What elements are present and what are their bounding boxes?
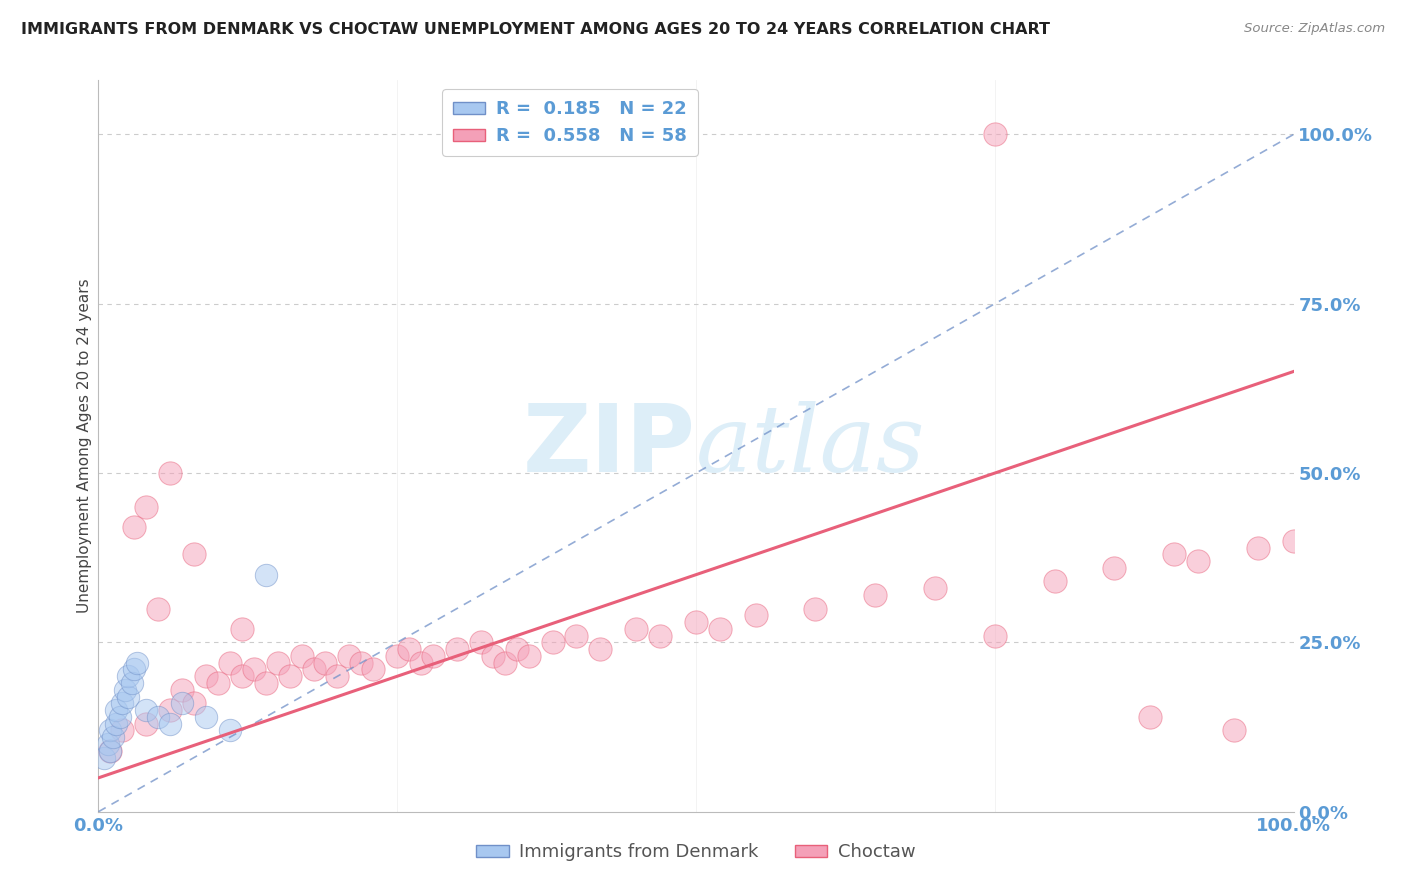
Point: [117, 669, 139, 683]
Point: [745, 608, 768, 623]
Point: [148, 601, 170, 615]
Point: [1163, 547, 1185, 561]
Point: [302, 663, 325, 677]
Point: [93, 750, 115, 764]
Point: [195, 669, 218, 683]
Point: [183, 697, 205, 711]
Point: [111, 697, 134, 711]
Point: [446, 642, 468, 657]
Point: [231, 622, 253, 636]
Point: [195, 710, 218, 724]
Point: [172, 697, 194, 711]
Point: [541, 635, 564, 649]
Point: [517, 648, 540, 663]
Point: [98, 744, 122, 758]
Point: [97, 737, 120, 751]
Point: [101, 730, 124, 744]
Legend: Immigrants from Denmark, Choctaw: Immigrants from Denmark, Choctaw: [468, 836, 924, 869]
Point: [589, 642, 612, 657]
Point: [243, 663, 266, 677]
Point: [411, 656, 433, 670]
Point: [350, 656, 373, 670]
Point: [1187, 554, 1209, 568]
Point: [1223, 723, 1246, 738]
Point: [135, 500, 157, 514]
Point: [98, 744, 122, 758]
Point: [125, 656, 148, 670]
Point: [183, 547, 205, 561]
Point: [385, 648, 409, 663]
Text: Source: ZipAtlas.com: Source: ZipAtlas.com: [1244, 22, 1385, 36]
Point: [984, 629, 1007, 643]
Point: [148, 710, 170, 724]
Point: [470, 635, 492, 649]
Point: [1104, 561, 1126, 575]
Text: IMMIGRANTS FROM DENMARK VS CHOCTAW UNEMPLOYMENT AMONG AGES 20 TO 24 YEARS CORREL: IMMIGRANTS FROM DENMARK VS CHOCTAW UNEMP…: [21, 22, 1050, 37]
Point: [1247, 541, 1270, 555]
Text: ZIP: ZIP: [523, 400, 696, 492]
Point: [326, 669, 349, 683]
Point: [278, 669, 301, 683]
Point: [117, 690, 139, 704]
Point: [159, 716, 181, 731]
Y-axis label: Unemployment Among Ages 20 to 24 years: Unemployment Among Ages 20 to 24 years: [77, 278, 91, 614]
Point: [565, 629, 588, 643]
Point: [339, 648, 361, 663]
Point: [98, 723, 122, 738]
Point: [1282, 533, 1305, 548]
Point: [231, 669, 253, 683]
Point: [984, 128, 1007, 142]
Point: [124, 663, 146, 677]
Point: [363, 663, 385, 677]
Point: [111, 723, 134, 738]
Point: [291, 648, 314, 663]
Point: [924, 581, 946, 595]
Point: [108, 710, 131, 724]
Point: [135, 703, 157, 717]
Point: [172, 682, 194, 697]
Point: [1043, 574, 1066, 589]
Point: [207, 676, 229, 690]
Point: [804, 601, 827, 615]
Point: [135, 716, 157, 731]
Point: [422, 648, 444, 663]
Point: [124, 520, 146, 534]
Point: [219, 656, 242, 670]
Point: [267, 656, 290, 670]
Point: [105, 703, 128, 717]
Point: [219, 723, 242, 738]
Point: [159, 466, 181, 480]
Point: [315, 656, 337, 670]
Point: [398, 642, 420, 657]
Point: [506, 642, 529, 657]
Point: [626, 622, 648, 636]
Point: [709, 622, 731, 636]
Point: [494, 656, 516, 670]
Point: [105, 716, 128, 731]
Point: [254, 676, 277, 690]
Point: [648, 629, 672, 643]
Point: [685, 615, 707, 629]
Point: [254, 567, 277, 582]
Point: [114, 682, 136, 697]
Point: [481, 648, 505, 663]
Point: [1139, 710, 1161, 724]
Text: atlas: atlas: [696, 401, 925, 491]
Point: [865, 588, 887, 602]
Point: [121, 676, 143, 690]
Point: [159, 703, 181, 717]
